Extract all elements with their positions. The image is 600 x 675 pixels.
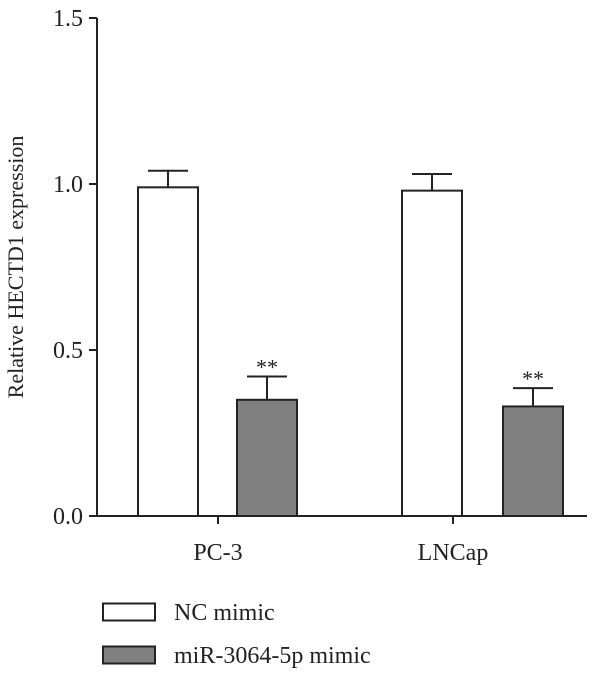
bar	[502, 405, 564, 517]
x-category-label: LNCap	[418, 540, 489, 566]
y-tick-label: 1.5	[53, 6, 83, 32]
y-tick-label: 0.0	[53, 504, 83, 530]
significance-label: **	[522, 366, 544, 391]
bars: ** **	[137, 169, 564, 517]
y-axis-title: Relative HECTD1 expression	[3, 136, 28, 399]
y-tick-label: 0.5	[53, 338, 83, 364]
y-tick-label: 1.0	[53, 172, 83, 198]
legend-label: miR-3064-5p mimic	[174, 643, 371, 669]
significance-label: **	[256, 355, 278, 380]
x-category-label: PC-3	[193, 540, 242, 566]
legend-swatch	[102, 645, 156, 665]
bar	[137, 186, 199, 517]
y-axis: 0.0 0.5 1.0 1.5	[53, 6, 98, 530]
legend-label: NC mimic	[174, 600, 275, 626]
bar	[401, 189, 463, 517]
legend: NC mimic miR-3064-5p mimic	[102, 600, 371, 669]
legend-swatch	[102, 602, 156, 622]
bar	[236, 398, 298, 517]
x-axis: PC-3 LNCap	[97, 515, 587, 566]
